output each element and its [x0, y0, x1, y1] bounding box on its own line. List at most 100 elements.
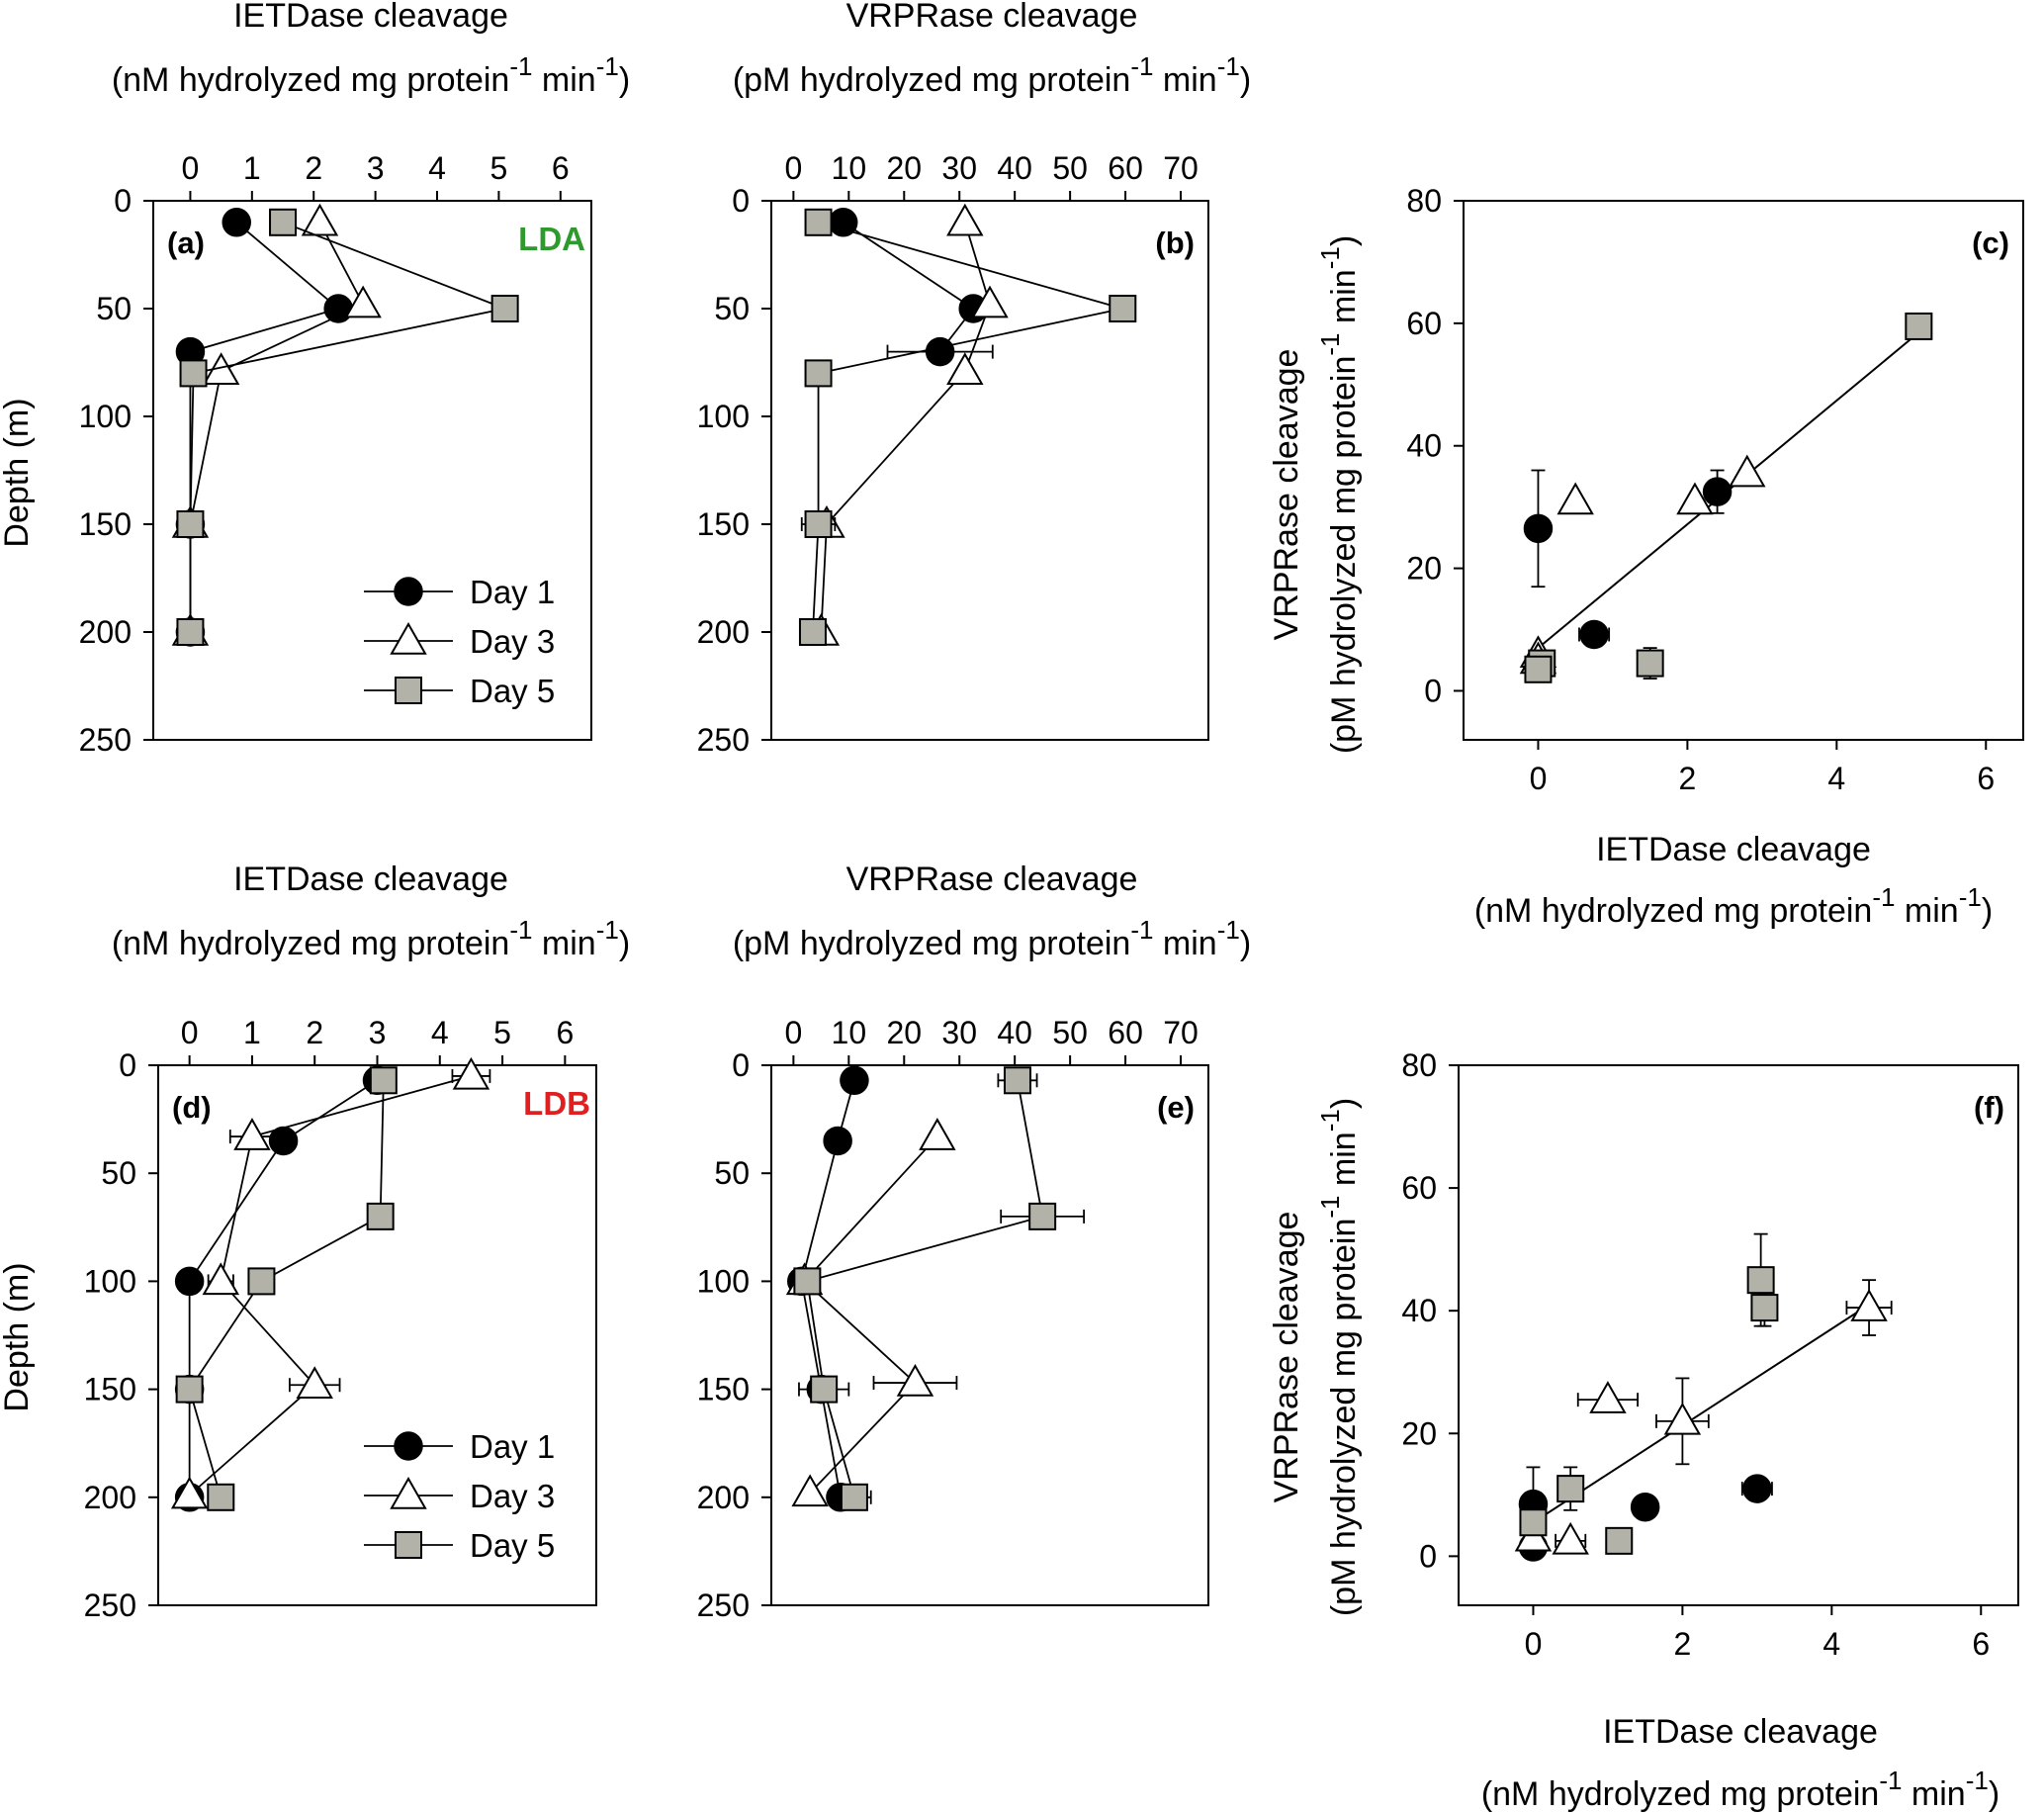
series-day-1	[1523, 469, 1733, 650]
series-day-1	[1518, 1466, 1773, 1562]
x-tick-label: 0	[784, 150, 802, 186]
svg-text:IETDase cleavage: IETDase cleavage	[1596, 831, 1871, 868]
y-tick-label: 50	[101, 1155, 136, 1191]
data-point	[247, 1267, 276, 1296]
y-tick-label: 20	[1406, 551, 1442, 587]
data-point	[810, 1375, 839, 1404]
x-tick-label: 10	[832, 150, 867, 186]
site-label: LDB	[523, 1085, 590, 1122]
data-point	[170, 1476, 209, 1509]
panel-label: (c)	[1972, 226, 2009, 260]
x-tick-label: 5	[490, 150, 508, 186]
panel-d-title-line2: (nM hydrolyzed mg protein-1 min-1)	[112, 915, 630, 962]
data-point	[1523, 513, 1554, 544]
data-point	[946, 203, 984, 236]
panel-a-title: IETDase cleavage (nM hydrolyzed mg prote…	[112, 0, 630, 99]
panel-f-xlabel: IETDase cleavage (nM hydrolyzed mg prote…	[1481, 1713, 2000, 1813]
legend-label: Day 3	[470, 623, 555, 660]
data-point	[1636, 649, 1664, 678]
data-point	[344, 285, 382, 318]
panel-b-title-line1: VRPRase cleavage	[846, 0, 1138, 35]
data-point	[1556, 1475, 1585, 1503]
data-point	[1109, 295, 1137, 322]
x-tick-label: 50	[1052, 1015, 1088, 1050]
data-point	[840, 1065, 869, 1096]
y-tick-label: 100	[697, 1263, 750, 1299]
series-day-3	[1514, 1279, 1893, 1555]
x-tick-label: 2	[305, 150, 322, 186]
data-point	[1556, 482, 1594, 515]
legend-bottom: Day 1 Day 3 Day 5	[364, 1428, 555, 1564]
y-tick-label: 0	[732, 183, 750, 219]
series-line	[189, 221, 508, 632]
panel-e: 0 10 20 30 40 50 60 70 0 50 100 150 200 250 (e)	[697, 1015, 1209, 1623]
x-tick-label: 4	[431, 1015, 449, 1050]
panel-c-xlabel: IETDase cleavage (nM hydrolyzed mg prote…	[1474, 831, 1993, 930]
legend-marker	[395, 1531, 422, 1559]
data-point	[296, 1366, 333, 1399]
data-point	[366, 1202, 395, 1230]
panel-label: (d)	[172, 1090, 212, 1125]
panel-b: 0 10 20 30 40 50 60 70 0 50 100 150 200 250 (b)	[697, 150, 1209, 758]
panel-b-title-line2: (pM hydrolyzed mg protein-1 min-1)	[733, 51, 1251, 99]
y-tick-label: 100	[697, 399, 750, 434]
svg-text:(pM hydrolyzed mg protein-1 mi: (pM hydrolyzed mg protein-1 min-1)	[1315, 235, 1363, 754]
plot-frame	[770, 1064, 1209, 1606]
data-point	[174, 1266, 205, 1297]
data-point	[490, 295, 519, 322]
series-line	[820, 222, 991, 633]
panel-e-title-line2: (pM hydrolyzed mg protein-1 min-1)	[733, 915, 1251, 962]
x-tick-label: 0	[1525, 1626, 1543, 1662]
x-tick-label: 4	[428, 150, 446, 186]
x-tick-label: 40	[997, 1015, 1032, 1050]
x-tick-label: 60	[1108, 1015, 1143, 1050]
data-point	[798, 618, 827, 646]
y-tick-label: 0	[114, 183, 132, 219]
x-tick-label: 5	[493, 1015, 511, 1050]
series-line	[843, 222, 975, 353]
y-tick-label: 200	[697, 614, 750, 650]
legend-label: Day 5	[470, 673, 555, 709]
data-point	[1905, 312, 1933, 340]
data-point	[1589, 1381, 1627, 1413]
data-point	[1850, 1289, 1888, 1321]
legend-item-day-3: Day 3	[364, 1476, 555, 1514]
legend-marker	[390, 621, 427, 655]
y-tick-label: 150	[697, 506, 750, 542]
series-day-5	[175, 1066, 398, 1511]
x-axis-ticks: 0 10 20 30 40 50 60 70	[784, 150, 1199, 201]
y-tick-label: 50	[96, 291, 132, 326]
legend-top: Day 1 Day 3 Day 5	[364, 574, 555, 709]
legend-item-day-1: Day 1	[364, 1428, 555, 1465]
data-point	[1676, 482, 1714, 515]
y-tick-label: 0	[1419, 1538, 1437, 1574]
panel-b-title: VRPRase cleavage (pM hydrolyzed mg prote…	[733, 0, 1251, 99]
data-point	[1003, 1066, 1031, 1095]
svg-text:(nM hydrolyzed mg protein-1 mi: (nM hydrolyzed mg protein-1 min-1)	[1474, 882, 1993, 930]
x-axis-ticks: 0 1 2 3 4 5 6	[181, 1015, 574, 1065]
x-tick-label: 30	[941, 150, 977, 186]
y-axis-ticks: 0 20 40 60 80	[1406, 183, 1464, 708]
series-day-3	[170, 1056, 491, 1509]
data-point	[896, 1364, 934, 1397]
data-point	[1750, 1294, 1779, 1322]
x-tick-label: 4	[1827, 761, 1845, 796]
x-tick-label: 4	[1822, 1626, 1840, 1662]
y-tick-label: 250	[697, 722, 750, 758]
legend-marker	[395, 677, 422, 704]
data-point	[179, 359, 208, 388]
x-tick-label: 0	[182, 150, 200, 186]
data-point	[323, 294, 353, 323]
series-day-3	[802, 203, 1009, 646]
y-axis-ticks: 0 50 100 150 200 250	[697, 1047, 771, 1623]
y-tick-label: 0	[732, 1047, 750, 1083]
y-tick-label: 60	[1401, 1170, 1437, 1206]
y-tick-label: 150	[697, 1372, 750, 1407]
panel-label: (e)	[1157, 1090, 1195, 1125]
x-axis-ticks: 0 1 2 3 4 5 6	[182, 150, 570, 201]
regression-line	[1532, 1304, 1870, 1524]
svg-text:VRPRase cleavage: VRPRase cleavage	[1268, 349, 1305, 641]
legend-marker	[394, 1431, 423, 1461]
data-point	[840, 1483, 868, 1511]
